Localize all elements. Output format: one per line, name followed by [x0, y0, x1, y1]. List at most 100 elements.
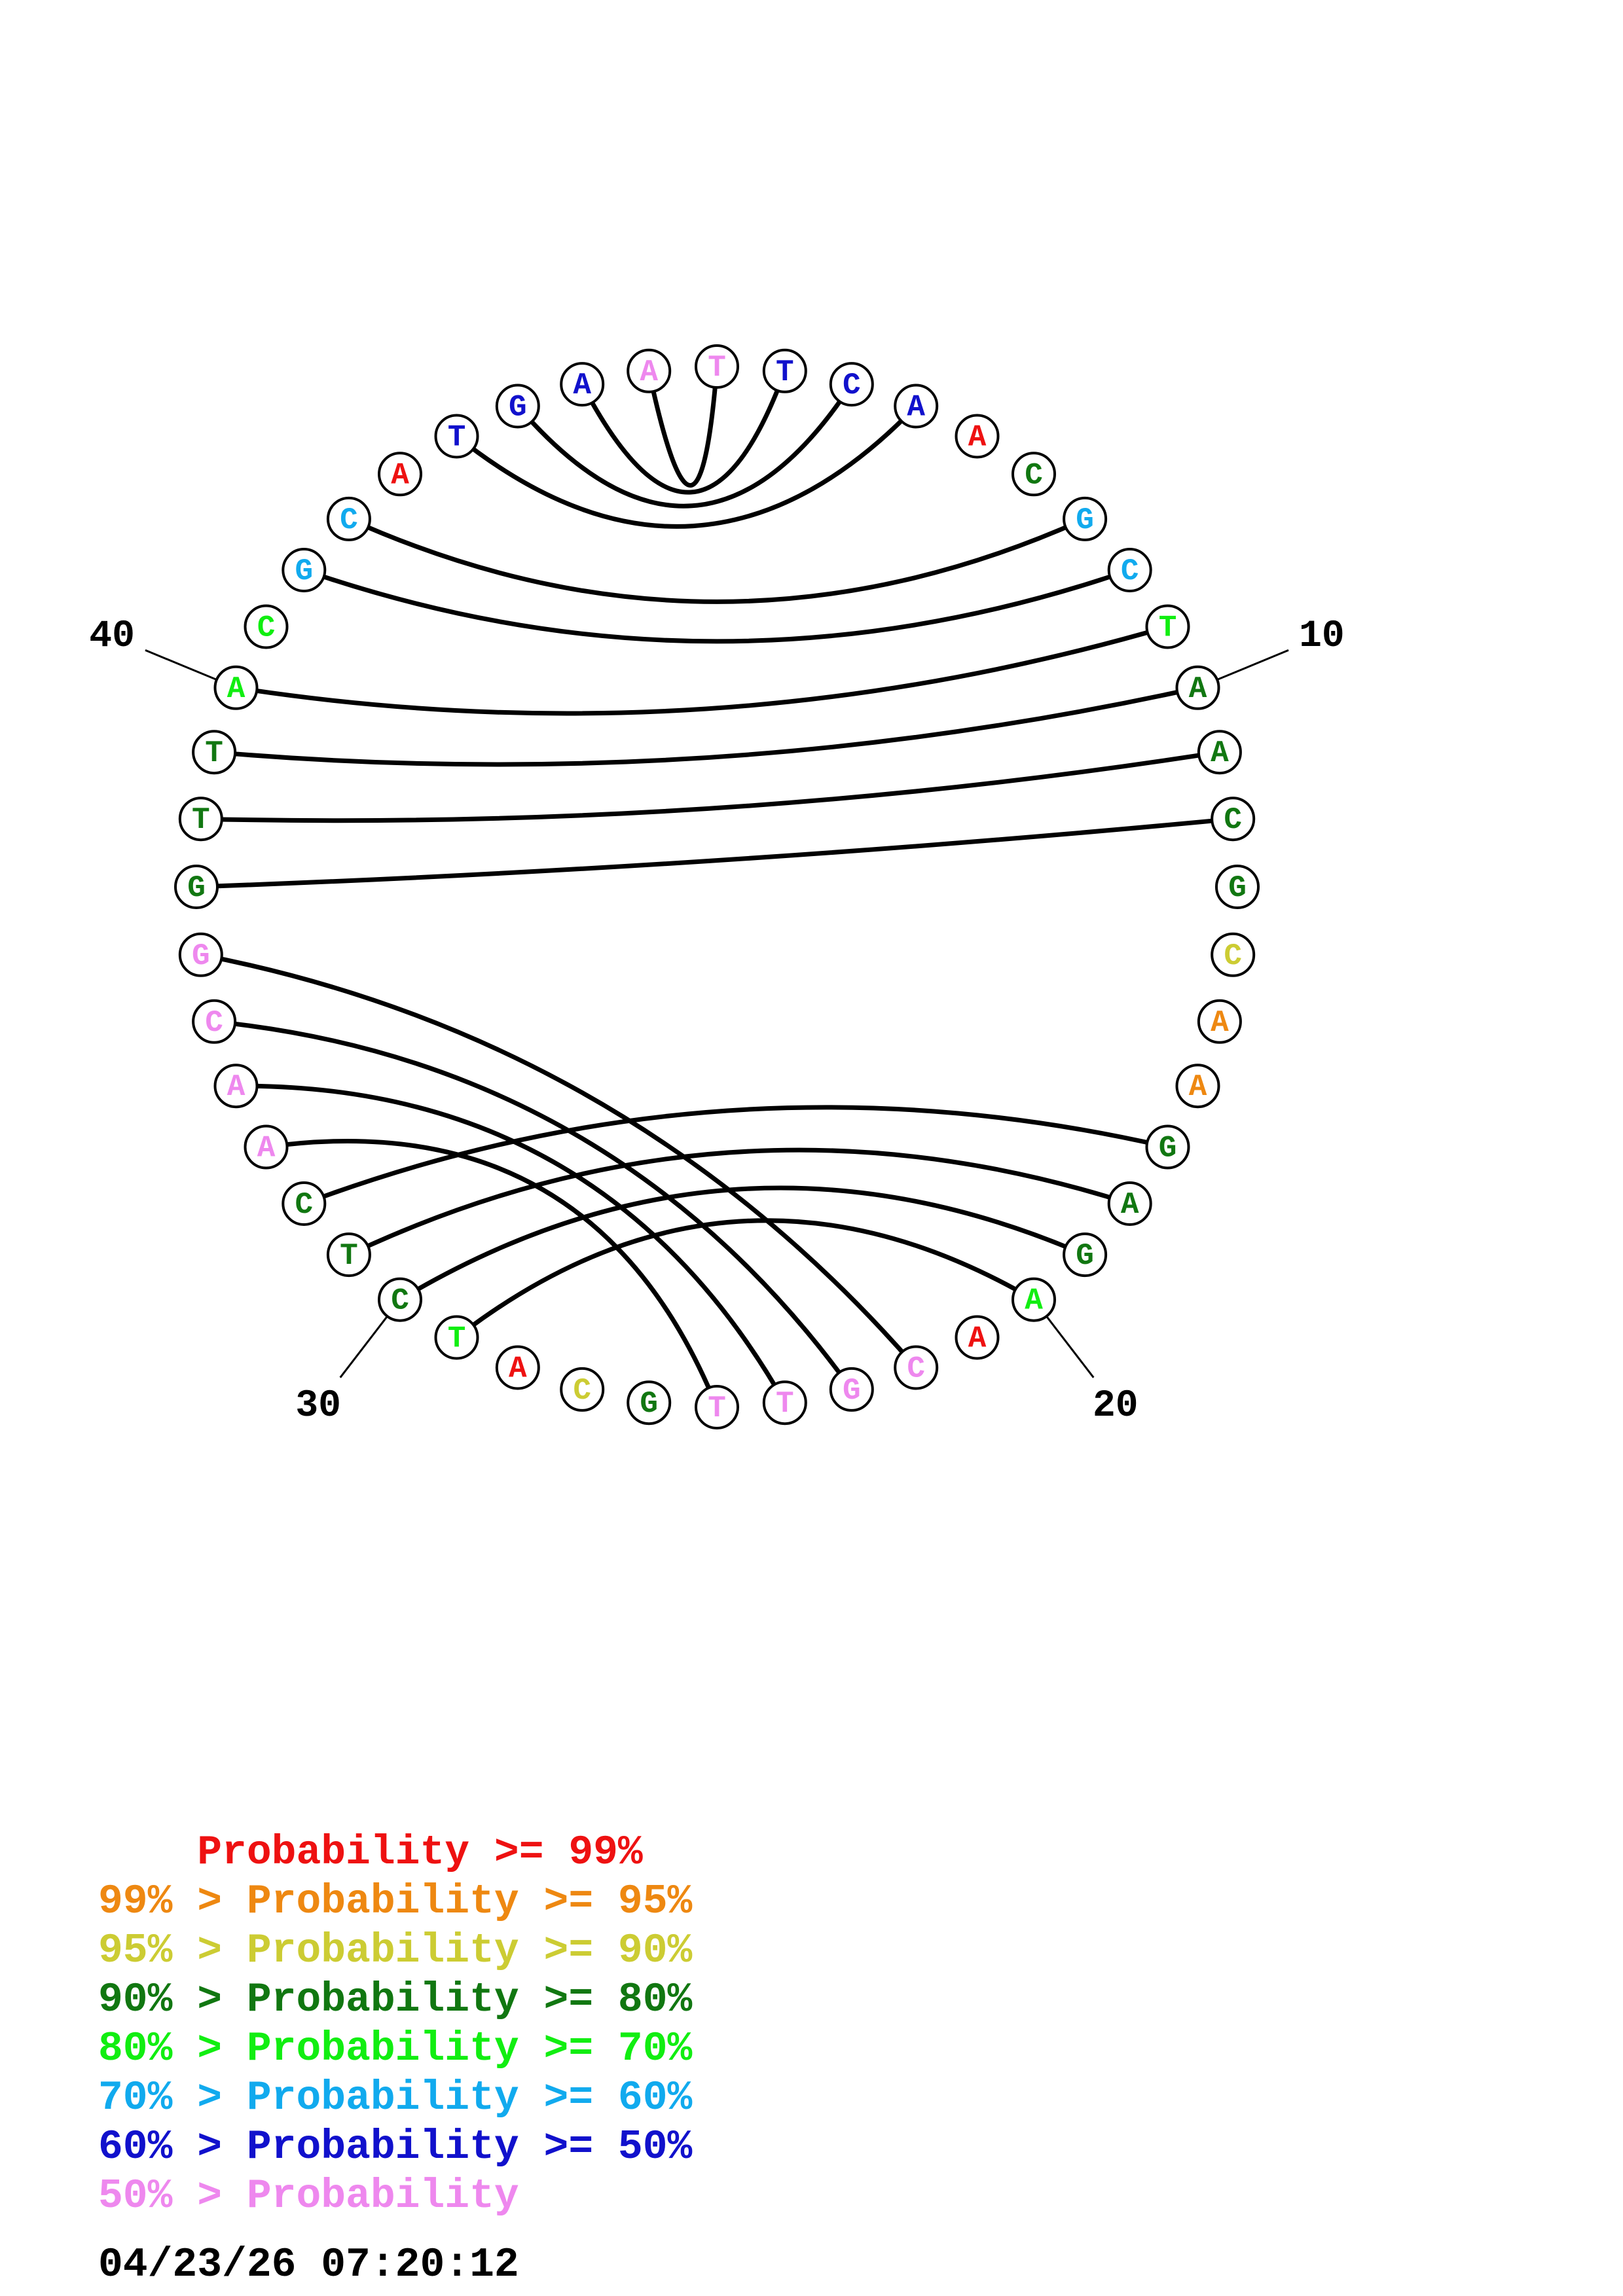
- index-label-30: 30: [295, 1385, 341, 1427]
- base-node-10: A: [1175, 665, 1220, 710]
- pair-arc-24-34: [236, 1083, 787, 1404]
- base-circle: [1107, 1181, 1152, 1226]
- pair-arc-23-35: [213, 1019, 854, 1391]
- base-letter: C: [1025, 458, 1043, 492]
- base-letter: T: [776, 355, 794, 389]
- base-letter: C: [1224, 939, 1242, 973]
- base-letter: G: [192, 939, 210, 973]
- base-letter: A: [1189, 1070, 1207, 1104]
- base-letter: A: [968, 421, 987, 455]
- base-node-37: G: [174, 865, 219, 909]
- base-letter: A: [391, 458, 409, 492]
- base-letter: C: [391, 1284, 409, 1318]
- base-circle: [1012, 1277, 1056, 1322]
- base-circle: [213, 665, 259, 710]
- base-letter: C: [843, 368, 861, 403]
- base-circle: [244, 604, 289, 649]
- pair-arc-20-29: [455, 1218, 1035, 1340]
- pair-arc-19-30: [399, 1185, 1086, 1302]
- base-circle: [174, 865, 219, 909]
- base-node-15: A: [1197, 999, 1242, 1044]
- base-circle: [955, 1315, 1000, 1360]
- base-node-5: A: [955, 414, 1000, 459]
- base-letter: A: [227, 672, 246, 706]
- base-letter: A: [1211, 736, 1229, 770]
- base-letter: G: [1228, 871, 1247, 905]
- base-node-3: C: [829, 362, 874, 407]
- base-node-17: G: [1145, 1124, 1190, 1170]
- base-node-20: A: [1012, 1277, 1056, 1322]
- base-letter: C: [340, 503, 358, 537]
- base-node-36: G: [178, 932, 223, 977]
- index-label-20: 20: [1093, 1385, 1139, 1427]
- base-node-29: T: [434, 1315, 479, 1360]
- base-circle: [282, 1181, 327, 1226]
- base-node-23: G: [829, 1367, 874, 1412]
- base-node-31: T: [326, 1232, 371, 1278]
- base-node-8: C: [1107, 548, 1152, 592]
- index-label-40: 40: [89, 615, 135, 658]
- base-circle: [1197, 999, 1242, 1044]
- base-node-9: T: [1145, 604, 1190, 649]
- index-tick-40: [145, 649, 217, 681]
- base-node-13: G: [1215, 865, 1260, 909]
- legend-line-99: Probability >= 99%: [98, 1829, 643, 1876]
- base-node-4: A: [894, 384, 939, 429]
- base-node-12: C: [1211, 797, 1256, 842]
- index-tick-10: [1216, 649, 1289, 681]
- base-letter: C: [1224, 803, 1242, 837]
- base-letter: T: [192, 803, 210, 837]
- index-tick-20: [1046, 1316, 1095, 1378]
- base-letter: C: [257, 611, 276, 645]
- base-node-30: C: [378, 1277, 422, 1322]
- base-circle: [829, 1367, 874, 1412]
- base-letter: T: [708, 351, 726, 385]
- base-node-24: T: [762, 1380, 807, 1426]
- base-node-41: C: [244, 604, 289, 649]
- base-circle: [1145, 1124, 1190, 1170]
- pair-arc-7-43: [348, 516, 1086, 604]
- base-node-18: A: [1107, 1181, 1152, 1226]
- base-node-38: T: [178, 797, 223, 842]
- base-letter: G: [843, 1374, 861, 1408]
- legend-line-below-50: 50% > Probability: [98, 2173, 519, 2219]
- base-node-25: T: [695, 1385, 739, 1429]
- base-circle: [560, 1367, 605, 1412]
- base-letter: G: [1159, 1132, 1177, 1166]
- base-circle: [762, 348, 807, 393]
- base-circle: [695, 344, 739, 389]
- index-tick-30: [339, 1316, 388, 1378]
- base-circle: [213, 1064, 259, 1109]
- base-circle: [495, 384, 540, 429]
- base-node-22: C: [894, 1345, 939, 1390]
- pair-arc-12-37: [196, 816, 1233, 889]
- base-circle: [434, 414, 479, 459]
- base-circle: [178, 797, 223, 842]
- base-letter: G: [640, 1387, 658, 1421]
- legend-line-50: 60% > Probability >= 50%: [98, 2124, 693, 2170]
- base-circle: [326, 496, 371, 541]
- base-node-2: T: [762, 348, 807, 393]
- base-node-19: G: [1063, 1232, 1108, 1278]
- base-letter: A: [968, 1322, 987, 1356]
- pair-arc-9-40: [235, 624, 1169, 716]
- base-circle: [495, 1345, 540, 1390]
- base-node-42: G: [282, 548, 327, 592]
- base-letter: A: [1121, 1188, 1139, 1222]
- base-circle: [1107, 548, 1152, 592]
- legend-line-80: 90% > Probability >= 80%: [98, 1977, 693, 2023]
- index-label-10: 10: [1299, 615, 1345, 658]
- base-node-46: G: [495, 384, 540, 429]
- base-circle: [1063, 496, 1108, 541]
- base-nodes: T T CAACGCTAACGCAAGAGAACGTTGCATCTCAACGGTTA…: [174, 344, 1260, 1429]
- base-letter: A: [227, 1070, 246, 1104]
- base-circle: [829, 362, 874, 407]
- base-letter: G: [509, 391, 527, 425]
- base-node-7: G: [1063, 496, 1108, 541]
- base-pair-arcs: [196, 366, 1233, 1408]
- base-letter: A: [257, 1132, 276, 1166]
- legend-line-70: 80% > Probability >= 70%: [98, 2026, 693, 2072]
- pair-arc-4-45: [455, 404, 918, 529]
- base-circle: [1197, 730, 1242, 775]
